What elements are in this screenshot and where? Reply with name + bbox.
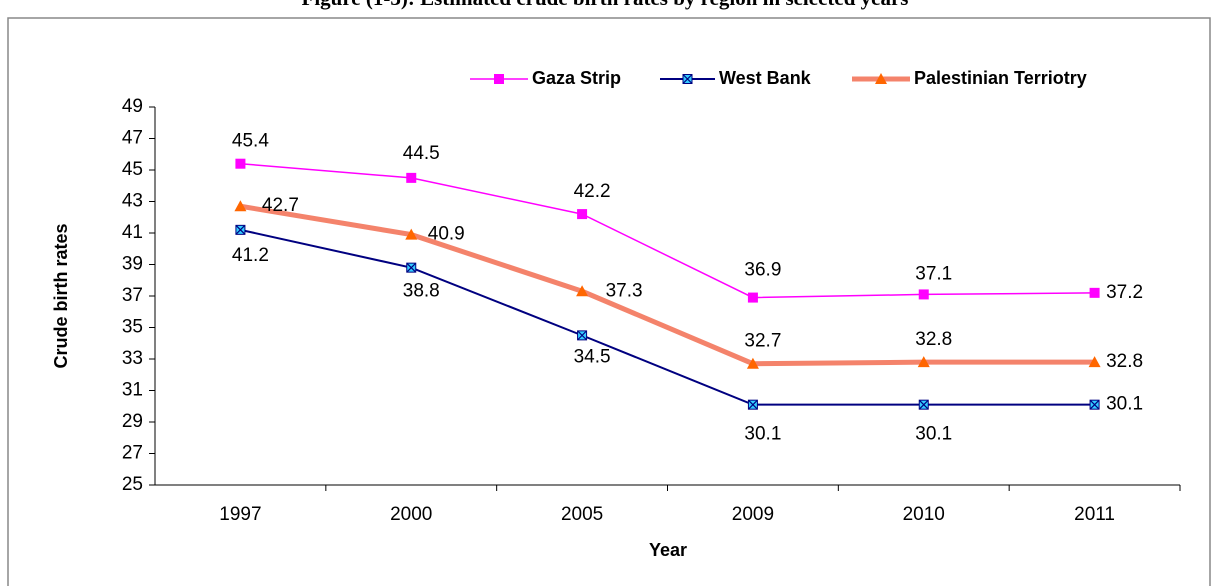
marker <box>1089 399 1100 410</box>
data-label: 32.7 <box>744 331 781 352</box>
data-label: 42.7 <box>262 195 299 216</box>
y-axis-label: Crude birth rates <box>51 223 71 368</box>
legend-marker <box>682 74 693 84</box>
y-tick-label: 47 <box>122 128 143 149</box>
y-tick-label: 25 <box>122 474 143 495</box>
data-label: 45.4 <box>232 131 269 152</box>
marker <box>917 356 930 368</box>
legend-label: West Bank <box>719 68 812 88</box>
data-label: 41.2 <box>232 245 269 266</box>
x-tick-label: 2009 <box>732 504 774 525</box>
data-label: 40.9 <box>428 224 465 245</box>
data-label: 30.1 <box>744 424 781 445</box>
marker <box>406 172 417 183</box>
x-tick-label: 2011 <box>1074 504 1115 525</box>
marker <box>235 158 246 169</box>
chart-title: Figure (1-3): Estimated crude birth rate… <box>302 0 909 10</box>
x-tick-label: 1997 <box>219 504 261 525</box>
legend-label: Gaza Strip <box>532 68 621 88</box>
marker <box>747 399 758 410</box>
marker <box>918 399 929 410</box>
marker-cross <box>683 74 692 84</box>
legend-marker <box>494 74 504 84</box>
marker-cross <box>748 400 758 410</box>
marker <box>576 285 589 297</box>
data-label: 30.1 <box>915 424 952 445</box>
data-label: 32.8 <box>1106 351 1143 372</box>
y-tick-label: 27 <box>122 443 143 464</box>
series-line <box>240 228 1095 406</box>
marker <box>1088 356 1101 368</box>
y-tick-label: 41 <box>122 222 143 243</box>
x-axis-label: Year <box>649 540 687 560</box>
data-label: 34.5 <box>574 346 611 367</box>
y-tick-label: 35 <box>122 317 143 338</box>
marker <box>405 228 418 240</box>
data-label: 37.2 <box>1106 282 1143 303</box>
y-tick-label: 29 <box>122 411 143 432</box>
data-label: 37.1 <box>915 263 952 284</box>
data-label: 30.1 <box>1106 394 1143 415</box>
marker <box>235 224 246 235</box>
series-line <box>240 162 1095 299</box>
chart-frame <box>7 17 1211 586</box>
marker <box>918 289 929 300</box>
marker <box>577 209 588 220</box>
y-tick-label: 31 <box>122 380 143 401</box>
data-label: 44.5 <box>403 143 440 164</box>
marker-cross <box>919 400 929 410</box>
data-label: 36.9 <box>744 260 781 281</box>
legend-label: Palestinian Terriotry <box>914 68 1087 88</box>
marker <box>234 200 247 212</box>
y-tick-label: 49 <box>122 96 143 117</box>
marker <box>577 330 588 341</box>
marker <box>747 292 758 303</box>
y-tick-label: 45 <box>122 159 143 180</box>
y-tick-label: 43 <box>122 191 143 212</box>
x-tick-label: 2005 <box>561 504 603 525</box>
data-label: 37.3 <box>606 280 643 301</box>
data-label: 32.8 <box>915 329 952 350</box>
marker-cross <box>235 225 245 235</box>
marker <box>406 262 417 273</box>
marker-cross <box>577 330 587 340</box>
y-tick-label: 37 <box>122 285 143 306</box>
data-label: 42.2 <box>574 181 611 202</box>
marker <box>746 357 759 369</box>
data-label: 38.8 <box>403 281 440 302</box>
x-tick-label: 2010 <box>903 504 945 525</box>
x-tick-label: 2000 <box>390 504 432 525</box>
series-line <box>240 203 1095 367</box>
legend-marker <box>875 73 887 84</box>
marker <box>1089 287 1100 298</box>
marker-cross <box>406 263 416 273</box>
y-tick-label: 39 <box>122 254 143 275</box>
marker-cross <box>1090 400 1100 410</box>
y-tick-label: 33 <box>122 348 143 369</box>
